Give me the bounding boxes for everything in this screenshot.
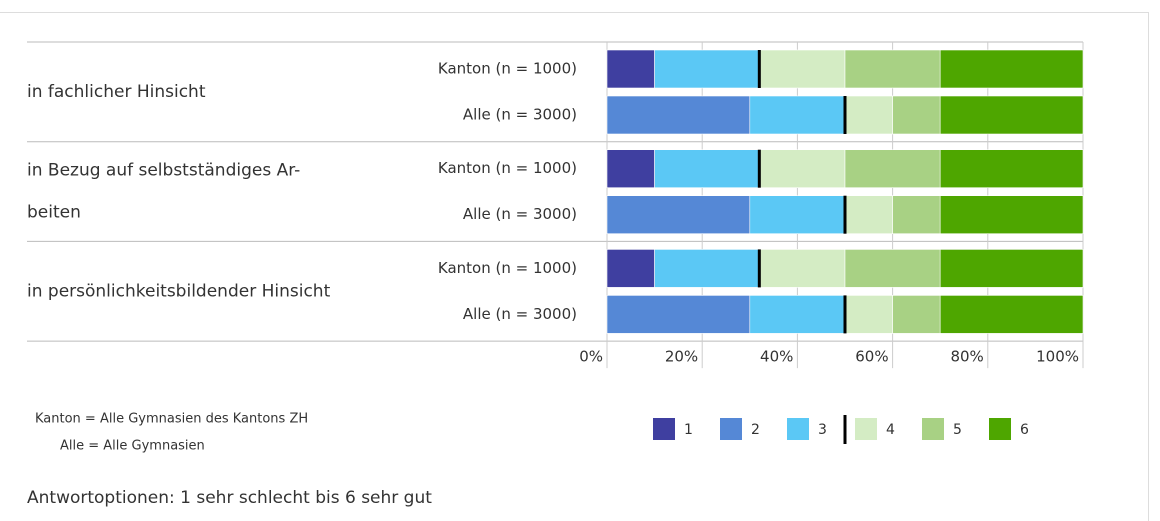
legend-label: 3	[818, 422, 827, 438]
note: Alle = Alle Gymnasien	[60, 439, 205, 454]
bar-segment	[844, 95, 893, 135]
group-label: in fachlicher Hinsicht	[27, 82, 206, 102]
x-tick-label: 20%	[665, 348, 698, 366]
x-tick-label: 40%	[760, 348, 793, 366]
bar-segment	[939, 95, 1084, 135]
group-label: in persönlichkeitsbildender Hinsicht	[27, 281, 331, 301]
bar-label: Kanton (n = 1000)	[438, 259, 577, 277]
bar-segment	[759, 149, 846, 188]
bar-segment	[606, 49, 655, 89]
bar-segment	[606, 195, 751, 234]
legend-swatch	[653, 418, 675, 440]
bar-segment	[892, 95, 941, 135]
bar-segment	[654, 49, 760, 89]
bar-segment	[939, 149, 1084, 188]
legend-swatch	[855, 418, 877, 440]
legend-label: 6	[1020, 422, 1029, 438]
group-label: in Bezug auf selbstständiges Ar-	[27, 161, 300, 181]
bar-label: Kanton (n = 1000)	[438, 60, 577, 78]
bar-segment	[606, 295, 751, 334]
bar-segment	[749, 95, 846, 135]
note: Kanton = Alle Gymnasien des Kantons ZH	[35, 412, 308, 427]
legend-swatch	[922, 418, 944, 440]
bar-segment	[892, 195, 941, 234]
bar-label: Alle (n = 3000)	[463, 305, 577, 323]
group-label: beiten	[27, 203, 81, 223]
legend-label: 1	[684, 422, 693, 438]
x-tick-label: 60%	[855, 348, 888, 366]
legend-label: 5	[953, 422, 962, 438]
bar-segment	[654, 149, 760, 188]
bar-segment	[844, 49, 941, 89]
bar-segment	[939, 49, 1084, 89]
legend-swatch	[989, 418, 1011, 440]
bar-segment	[939, 249, 1084, 288]
bar-segment	[606, 249, 655, 288]
x-tick-label: 0%	[579, 348, 603, 366]
x-tick-label: 80%	[950, 348, 983, 366]
legend-label: 2	[751, 422, 760, 438]
bar-segment	[759, 49, 846, 89]
bar-segment	[844, 295, 893, 334]
bar-segment	[892, 295, 941, 334]
bar-segment	[844, 195, 893, 234]
bar-segment	[606, 149, 655, 188]
bar-label: Kanton (n = 1000)	[438, 159, 577, 177]
bar-segment	[654, 249, 760, 288]
bar-segment	[749, 295, 846, 334]
caption: Antwortoptionen: 1 sehr schlecht bis 6 s…	[27, 488, 432, 508]
legend-swatch	[787, 418, 809, 440]
frame	[0, 12, 1149, 521]
bar-segment	[844, 249, 941, 288]
bar-label: Alle (n = 3000)	[463, 205, 577, 223]
bar-label: Alle (n = 3000)	[463, 106, 577, 124]
legend-swatch	[720, 418, 742, 440]
legend-label: 4	[886, 422, 895, 438]
bar-segment	[939, 295, 1084, 334]
bar-segment	[606, 95, 751, 135]
bar-segment	[749, 195, 846, 234]
bar-segment	[939, 195, 1084, 234]
bar-segment	[759, 249, 846, 288]
bar-segment	[844, 149, 941, 188]
x-tick-label: 100%	[1036, 348, 1079, 366]
